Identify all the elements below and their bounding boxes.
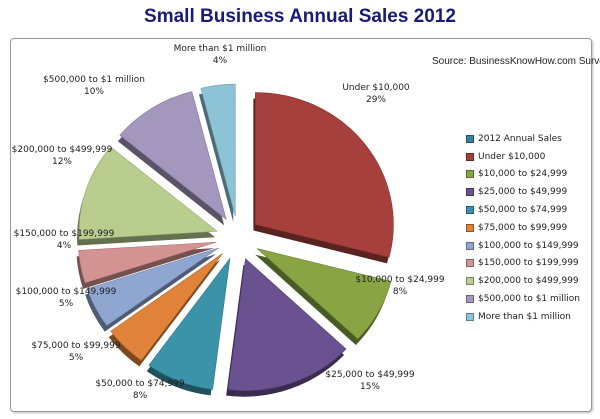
legend-swatch bbox=[466, 295, 474, 304]
legend-item: $500,000 to $1 million bbox=[466, 290, 596, 308]
pie-slice bbox=[78, 241, 217, 284]
data-label-value: 8% bbox=[133, 391, 148, 401]
legend-item: Under $10,000 bbox=[466, 148, 596, 166]
data-label-category: $200,000 to $499,999 bbox=[12, 145, 113, 155]
legend-label: $10,000 to $24,999 bbox=[478, 169, 568, 180]
legend-swatch bbox=[466, 312, 474, 321]
legend-label: 2012 Annual Sales bbox=[478, 133, 562, 144]
legend-label: $100,000 to $149,999 bbox=[478, 240, 579, 251]
legend-label: $50,000 to $74,999 bbox=[478, 205, 568, 216]
pie-slice bbox=[119, 91, 227, 221]
legend-label: Under $10,000 bbox=[478, 151, 546, 162]
legend-item: $150,000 to $199,999 bbox=[466, 255, 596, 273]
legend-item: $100,000 to $149,999 bbox=[466, 237, 596, 255]
pie-slice bbox=[78, 146, 218, 240]
legend-swatch bbox=[466, 223, 474, 232]
data-label-value: 5% bbox=[69, 353, 84, 363]
legend-item: $25,000 to $49,999 bbox=[466, 183, 596, 201]
data-label-category: Under $10,000 bbox=[342, 83, 410, 93]
legend-label: $75,000 to $99,999 bbox=[478, 222, 568, 233]
data-label-category: $75,000 to $99,999 bbox=[31, 341, 120, 351]
data-label-category: $150,000 to $199,999 bbox=[14, 229, 115, 239]
pie-slice bbox=[200, 83, 236, 217]
legend-swatch bbox=[466, 241, 474, 250]
legend-item: $200,000 to $499,999 bbox=[466, 272, 596, 290]
source-note: Source: BusinessKnowHow.com Survey bbox=[432, 56, 600, 67]
pie-slice bbox=[110, 253, 223, 361]
legend-swatch bbox=[466, 170, 474, 179]
pie-slice bbox=[257, 248, 392, 340]
legend-label: $200,000 to $499,999 bbox=[478, 276, 579, 287]
data-label-value: 5% bbox=[59, 299, 74, 309]
legend-item-series: 2012 Annual Sales bbox=[466, 130, 596, 148]
pie-slice bbox=[255, 92, 394, 258]
legend-label: $25,000 to $49,999 bbox=[478, 187, 568, 198]
data-label-category: $50,000 to $74,999 bbox=[95, 379, 184, 389]
data-label-value: 10% bbox=[84, 87, 104, 97]
legend-item: More than $1 million bbox=[466, 308, 596, 326]
data-label-category: $10,000 to $24,999 bbox=[355, 275, 444, 285]
data-label-category: $100,000 to $149,999 bbox=[16, 287, 117, 297]
chart-title: Small Business Annual Sales 2012 bbox=[144, 6, 456, 27]
data-label-category: $25,000 to $49,999 bbox=[325, 370, 414, 380]
data-label-value: 15% bbox=[360, 382, 380, 392]
legend: 2012 Annual Sales Under $10,000 $10,000 t… bbox=[466, 130, 596, 326]
legend-swatch bbox=[466, 188, 474, 197]
legend-item: $75,000 to $99,999 bbox=[466, 219, 596, 237]
legend-item: $10,000 to $24,999 bbox=[466, 166, 596, 184]
data-label-value: 8% bbox=[393, 287, 408, 297]
legend-swatch bbox=[466, 206, 474, 215]
data-label-category: $500,000 to $1 million bbox=[43, 75, 145, 85]
pie-slice bbox=[227, 258, 347, 391]
legend-label: $150,000 to $199,999 bbox=[478, 258, 579, 269]
data-label-category: More than $1 million bbox=[174, 44, 267, 54]
legend-label: $500,000 to $1 million bbox=[478, 294, 580, 305]
legend-label: More than $1 million bbox=[478, 311, 571, 322]
data-label-value: 4% bbox=[213, 56, 228, 66]
legend-swatch bbox=[466, 259, 474, 268]
legend-swatch bbox=[466, 277, 474, 286]
legend-swatch bbox=[466, 152, 474, 161]
pie-slice bbox=[86, 247, 219, 326]
legend-item: $50,000 to $74,999 bbox=[466, 201, 596, 219]
legend-swatch bbox=[466, 134, 474, 143]
chart-frame bbox=[10, 38, 592, 412]
data-label-value: 29% bbox=[366, 95, 386, 105]
data-label-value: 12% bbox=[52, 157, 72, 167]
pie-slice bbox=[148, 257, 231, 390]
data-label-value: 4% bbox=[57, 241, 72, 251]
